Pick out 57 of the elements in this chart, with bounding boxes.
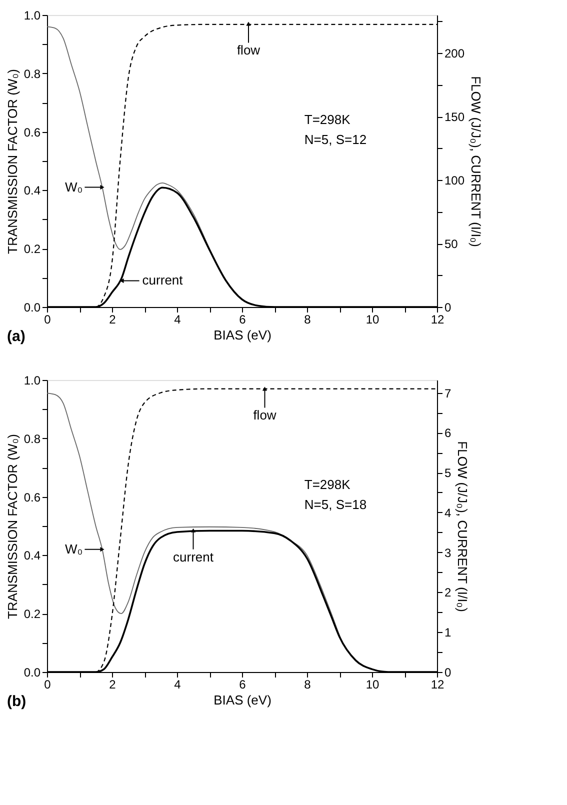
y-tick-label: 0.6 <box>24 490 41 504</box>
annotation: N=5, S=18 <box>304 497 367 512</box>
y2-axis-title: FLOW (J/J₀), CURRENT (I/I₀) <box>468 76 484 247</box>
x-tick-label: 0 <box>44 678 52 692</box>
annotation: W₀ <box>65 541 83 556</box>
x-tick-label: 12 <box>430 312 444 326</box>
x-tick-label: 4 <box>174 312 182 326</box>
x-tick-label: 0 <box>44 312 52 326</box>
y2-tick-label: 0 <box>444 666 452 680</box>
text: (a) <box>7 328 26 345</box>
x-tick-label: 6 <box>239 678 246 692</box>
x-tick-label: 10 <box>366 312 380 326</box>
text: (b) <box>7 693 26 710</box>
y2-tick-label: 6 <box>444 426 452 440</box>
x-tick-label: 6 <box>239 312 246 326</box>
y2-tick-label: 7 <box>444 386 452 400</box>
y-tick-label: 0.2 <box>24 607 41 622</box>
y-axis-title: TRANSMISSION FACTOR (W₀) <box>4 69 20 254</box>
annotation: T=298K <box>304 477 351 492</box>
y2-tick-label: 2 <box>444 586 452 600</box>
y-tick-label: 0.0 <box>24 666 41 680</box>
y2-tick-label: 50 <box>444 237 458 252</box>
y-tick-label: 0.8 <box>24 66 41 81</box>
y2-tick-label: 4 <box>444 506 452 520</box>
y2-tick-label: 100 <box>444 174 465 188</box>
annotation: flow <box>253 408 277 423</box>
y-tick-label: 0.6 <box>24 125 41 140</box>
y2-tick-label: 3 <box>444 546 452 560</box>
annotation: W₀ <box>65 179 83 194</box>
y2-tick-label: 5 <box>444 466 452 480</box>
x-tick-label: 10 <box>366 678 380 692</box>
y-tick-label: 0.8 <box>24 432 41 446</box>
y-tick-label: 0.0 <box>24 300 41 314</box>
annotation: current <box>173 549 214 564</box>
annotation: N=5, S=12 <box>304 132 367 148</box>
annotation: T=298K <box>304 112 351 128</box>
annotation: current <box>142 272 184 288</box>
x-tick-label: 4 <box>174 678 182 692</box>
y-tick-label: 1.0 <box>24 8 41 22</box>
x-axis-title: BIAS (eV) <box>214 328 272 342</box>
x-tick-label: 2 <box>109 678 116 692</box>
y-tick-label: 1.0 <box>24 374 41 388</box>
y-tick-label: 0.4 <box>24 184 41 198</box>
y-axis-title: TRANSMISSION FACTOR (W₀) <box>4 434 20 619</box>
x-tick-label: 8 <box>304 678 312 692</box>
x-axis-title: BIAS (eV) <box>214 692 272 708</box>
y2-tick-label: 0 <box>444 300 452 314</box>
y2-tick-label: 200 <box>444 46 465 61</box>
y2-tick-label: 150 <box>444 110 465 124</box>
y-tick-label: 0.2 <box>24 242 41 256</box>
y-tick-label: 0.4 <box>24 548 41 563</box>
y2-tick-label: 1 <box>444 626 452 640</box>
x-tick-label: 8 <box>304 312 312 326</box>
y2-axis-title: FLOW (J/J₀), CURRENT (I/I₀) <box>455 441 470 612</box>
annotation: flow <box>236 42 261 58</box>
x-tick-label: 2 <box>109 312 116 326</box>
x-tick-label: 12 <box>430 678 444 692</box>
